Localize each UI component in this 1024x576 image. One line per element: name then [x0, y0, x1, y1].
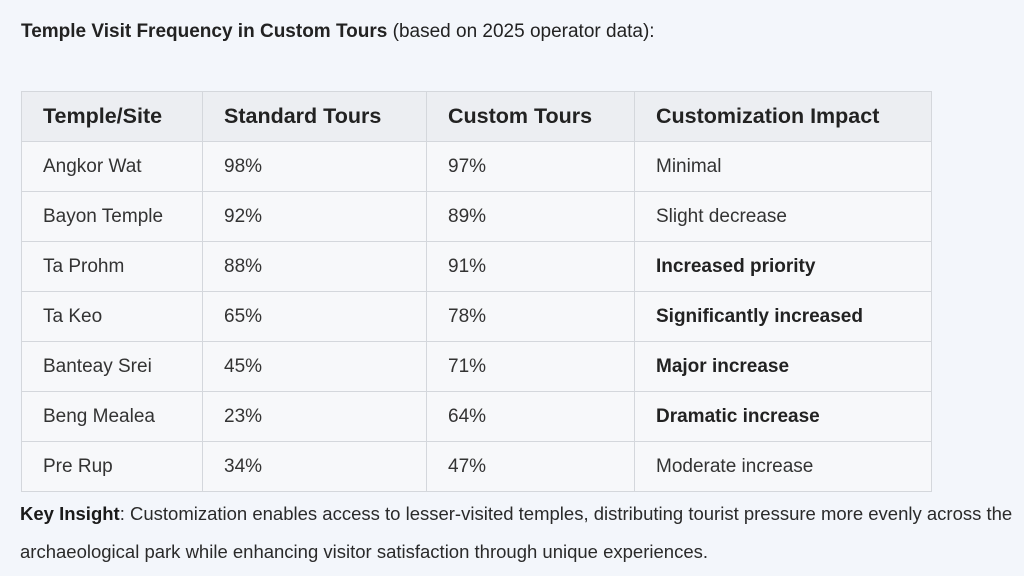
- table-caption: Temple Visit Frequency in Custom Tours (…: [21, 20, 655, 44]
- table-header-row: Temple/Site Standard Tours Custom Tours …: [21, 91, 932, 142]
- cell-standard: 88%: [202, 241, 427, 292]
- caption-title: Temple Visit Frequency in Custom Tours: [21, 21, 388, 42]
- cell-custom: 97%: [426, 141, 635, 192]
- temple-frequency-table: Temple/Site Standard Tours Custom Tours …: [21, 91, 932, 492]
- cell-impact: Dramatic increase: [634, 391, 932, 442]
- cell-custom: 78%: [426, 291, 635, 342]
- table-row: Beng Mealea 23% 64% Dramatic increase: [21, 391, 932, 442]
- cell-impact: Moderate increase: [634, 441, 932, 492]
- key-insight-paragraph: Key Insight: Customization enables acces…: [20, 495, 1015, 571]
- cell-standard: 45%: [202, 341, 427, 392]
- cell-impact: Significantly increased: [634, 291, 932, 342]
- header-standard-tours: Standard Tours: [202, 91, 427, 142]
- cell-custom: 91%: [426, 241, 635, 292]
- header-custom-tours: Custom Tours: [426, 91, 635, 142]
- cell-standard: 23%: [202, 391, 427, 442]
- table-row: Pre Rup 34% 47% Moderate increase: [21, 441, 932, 492]
- table-row: Angkor Wat 98% 97% Minimal: [21, 141, 932, 192]
- cell-impact: Major increase: [634, 341, 932, 392]
- key-insight-label: Key Insight: [20, 503, 120, 524]
- cell-site: Bayon Temple: [21, 191, 203, 242]
- table-row: Banteay Srei 45% 71% Major increase: [21, 341, 932, 392]
- cell-standard: 98%: [202, 141, 427, 192]
- cell-site: Ta Prohm: [21, 241, 203, 292]
- cell-custom: 89%: [426, 191, 635, 242]
- cell-standard: 34%: [202, 441, 427, 492]
- cell-custom: 47%: [426, 441, 635, 492]
- cell-standard: 65%: [202, 291, 427, 342]
- cell-impact: Slight decrease: [634, 191, 932, 242]
- cell-standard: 92%: [202, 191, 427, 242]
- header-temple-site: Temple/Site: [21, 91, 203, 142]
- key-insight-text: : Customization enables access to lesser…: [20, 503, 1013, 562]
- cell-impact: Minimal: [634, 141, 932, 192]
- cell-custom: 64%: [426, 391, 635, 442]
- cell-site: Ta Keo: [21, 291, 203, 342]
- table-row: Ta Prohm 88% 91% Increased priority: [21, 241, 932, 292]
- cell-impact: Increased priority: [634, 241, 932, 292]
- cell-site: Pre Rup: [21, 441, 203, 492]
- header-customization-impact: Customization Impact: [634, 91, 932, 142]
- cell-site: Banteay Srei: [21, 341, 203, 392]
- cell-custom: 71%: [426, 341, 635, 392]
- table-body: Angkor Wat 98% 97% Minimal Bayon Temple …: [21, 141, 932, 492]
- cell-site: Angkor Wat: [21, 141, 203, 192]
- cell-site: Beng Mealea: [21, 391, 203, 442]
- caption-subtitle: (based on 2025 operator data):: [387, 21, 655, 42]
- table-row: Bayon Temple 92% 89% Slight decrease: [21, 191, 932, 242]
- table-row: Ta Keo 65% 78% Significantly increased: [21, 291, 932, 342]
